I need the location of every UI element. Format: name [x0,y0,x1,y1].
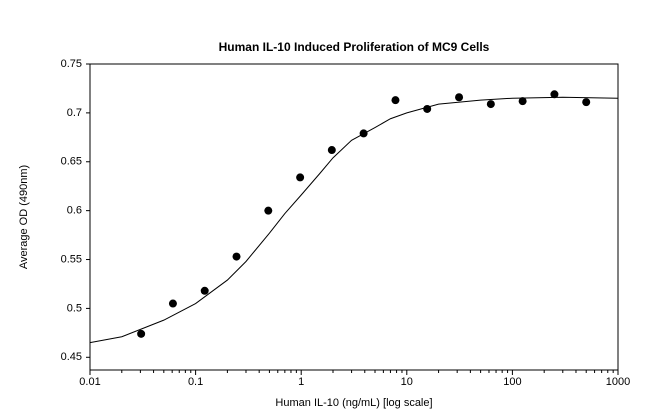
data-point [391,96,400,105]
data-point [200,286,209,295]
data-point [518,97,527,106]
y-tick-label: 0.55 [61,253,82,265]
y-tick-label: 0.65 [61,156,82,168]
x-tick-label: 1000 [606,376,630,388]
x-tick-label: 0.1 [188,376,203,388]
fit-curve [89,96,619,344]
y-tick-label: 0.6 [67,205,82,217]
data-point [550,90,559,99]
y-tick-label: 0.7 [67,107,82,119]
y-tick-label: 0.45 [61,351,82,363]
data-point [327,146,336,155]
x-tick-label: 1 [298,376,304,388]
data-point [296,173,305,182]
data-point [582,98,591,107]
x-tick-label: 0.01 [79,376,100,388]
y-axis-label: Average OD (490nm) [18,165,30,269]
y-tick-label: 0.5 [67,302,82,314]
x-tick-label: 100 [503,376,521,388]
data-point [137,329,146,338]
data-point [486,100,495,109]
data-point [232,252,241,261]
data-point [264,206,273,215]
data-point [168,299,177,308]
chart-title: Human IL-10 Induced Proliferation of MC9… [219,40,490,54]
x-axis-label: Human IL-10 (ng/mL) [log scale] [275,397,432,409]
x-tick-label: 10 [401,376,413,388]
data-point [455,93,464,102]
plot-frame [89,63,619,371]
y-tick-label: 0.75 [61,58,82,70]
